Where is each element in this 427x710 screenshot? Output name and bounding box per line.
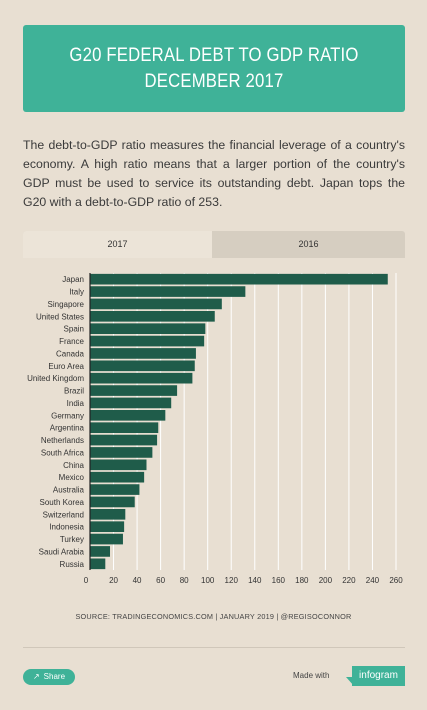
x-tick-label-220: 220 — [342, 576, 356, 585]
category-label-united-states: United States — [36, 312, 84, 321]
bar-japan[interactable] — [90, 273, 388, 285]
tab-2017[interactable]: 2017 — [23, 231, 212, 258]
bar-australia[interactable] — [90, 484, 140, 495]
category-label-mexico: Mexico — [59, 473, 85, 482]
bar-italy[interactable] — [90, 286, 246, 297]
bar-india[interactable] — [90, 397, 172, 409]
bar-singapore[interactable] — [90, 298, 222, 310]
bar-brazil[interactable] — [90, 385, 178, 396]
category-label-italy: Italy — [69, 288, 84, 297]
category-label-netherlands: Netherlands — [41, 436, 84, 445]
bar-euro-area[interactable] — [90, 360, 195, 372]
category-label-switzerland: Switzerland — [43, 510, 84, 519]
x-tick-label-0: 0 — [84, 576, 89, 585]
bar-mexico[interactable] — [90, 471, 145, 483]
bar-russia[interactable] — [90, 558, 106, 570]
x-tick-label-240: 240 — [366, 576, 380, 585]
infogram-logo-tail — [346, 677, 354, 686]
x-tick-label-80: 80 — [180, 576, 189, 585]
bar-south-korea[interactable] — [90, 496, 135, 508]
description-text: The debt-to-GDP ratio measures the finan… — [23, 138, 405, 209]
x-tick-label-120: 120 — [225, 576, 239, 585]
category-label-japan: Japan — [62, 275, 84, 284]
bar-saudi-arabia[interactable] — [90, 546, 111, 557]
category-label-singapore: Singapore — [48, 300, 85, 309]
bar-turkey[interactable] — [90, 533, 123, 545]
title-line-1: G20 FEDERAL DEBT TO GDP RATIO — [69, 44, 359, 66]
footer-divider — [23, 647, 405, 648]
tab-bar: 2017 2016 — [23, 231, 405, 258]
category-label-south-korea: South Korea — [40, 498, 85, 507]
share-label: Share — [43, 672, 66, 681]
category-label-germany: Germany — [51, 411, 84, 420]
category-label-united-kingdom: United Kingdom — [27, 374, 84, 383]
category-label-saudi-arabia: Saudi Arabia — [39, 547, 85, 556]
made-with-text: Made with — [293, 671, 330, 680]
bar-france[interactable] — [90, 335, 205, 347]
bar-china[interactable] — [90, 459, 147, 471]
bar-indonesia[interactable] — [90, 521, 125, 533]
category-label-brazil: Brazil — [64, 387, 84, 396]
bar-chart: Japan Italy Singapore United States Spain Fra… — [27, 273, 403, 585]
category-label-south-africa: South Africa — [41, 448, 85, 457]
category-label-argentina: Argentina — [50, 424, 85, 433]
x-tick-label-180: 180 — [295, 576, 309, 585]
x-tick-label-40: 40 — [133, 576, 142, 585]
category-label-china: China — [63, 461, 84, 470]
category-label-canada: Canada — [56, 349, 85, 358]
share-button[interactable]: ↗ Share — [23, 669, 75, 685]
category-label-turkey: Turkey — [60, 535, 84, 544]
bar-united-states[interactable] — [90, 310, 215, 322]
x-tick-label-140: 140 — [248, 576, 262, 585]
bar-netherlands[interactable] — [90, 434, 158, 446]
category-label-russia: Russia — [60, 560, 85, 569]
category-label-spain: Spain — [64, 325, 84, 334]
bar-switzerland[interactable] — [90, 508, 126, 520]
category-label-australia: Australia — [53, 486, 85, 495]
category-label-indonesia: Indonesia — [49, 523, 84, 532]
category-label-euro-area: Euro Area — [48, 362, 84, 371]
x-tick-label-200: 200 — [319, 576, 333, 585]
bar-argentina[interactable] — [90, 422, 159, 434]
bar-germany[interactable] — [90, 409, 166, 421]
x-tick-label-60: 60 — [156, 576, 165, 585]
tab-2016[interactable]: 2016 — [298, 239, 319, 249]
bar-spain[interactable] — [90, 323, 206, 335]
category-label-france: France — [59, 337, 84, 346]
bar-canada[interactable] — [90, 348, 196, 359]
bar-south-africa[interactable] — [90, 447, 153, 458]
bar-united-kingdom[interactable] — [90, 372, 193, 384]
infogram-logo[interactable]: infogram — [352, 666, 405, 686]
x-tick-label-160: 160 — [272, 576, 286, 585]
x-tick-label-20: 20 — [109, 576, 118, 585]
x-tick-label-260: 260 — [389, 576, 403, 585]
chart-area: Japan Italy Singapore United States Spain Fra… — [23, 258, 405, 598]
share-icon: ↗ — [32, 672, 40, 681]
x-tick-label-100: 100 — [201, 576, 215, 585]
source-note: SOURCE: TRADINGECONOMICS.COM | JANUARY 2… — [75, 612, 352, 621]
category-label-india: India — [67, 399, 85, 408]
title-line-2: DECEMBER 2017 — [144, 70, 284, 92]
title-banner: G20 FEDERAL DEBT TO GDP RATIO DECEMBER 2… — [23, 25, 405, 112]
